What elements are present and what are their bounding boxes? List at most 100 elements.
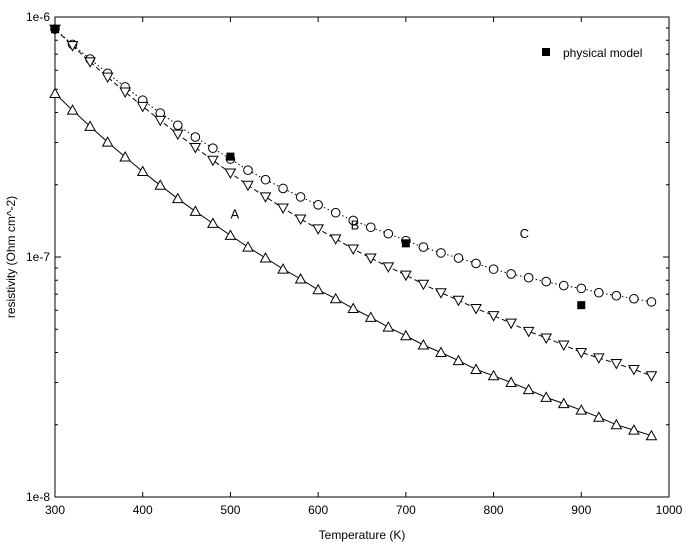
data-point: [594, 287, 604, 298]
data-point: [364, 253, 377, 265]
series-line: [54, 28, 652, 377]
x-tick-label: 1000: [656, 503, 683, 517]
x-tick-label: 500: [220, 503, 240, 517]
data-point: [382, 321, 395, 332]
series-c: [50, 24, 657, 307]
data-point: [66, 41, 79, 52]
data-point: [189, 205, 202, 216]
data-point: [629, 293, 639, 304]
data-point: [224, 229, 237, 240]
data-point: [171, 192, 184, 204]
data-point: [471, 258, 481, 269]
data-point: [312, 224, 324, 235]
y-tick-label: 1e-8: [26, 490, 50, 504]
data-point: [557, 340, 570, 351]
data-point: [383, 228, 394, 239]
x-tick-label: 600: [308, 503, 328, 517]
data-point: [575, 404, 588, 415]
data-point: [417, 338, 430, 350]
curve-label-a: A: [230, 206, 239, 221]
data-point: [541, 276, 552, 287]
data-point: [347, 244, 360, 256]
data-point: [207, 155, 219, 167]
data-point: [84, 57, 96, 68]
data-point: [523, 272, 534, 283]
x-tick-label: 900: [571, 503, 591, 517]
data-point: [277, 263, 289, 274]
data-point: [329, 292, 342, 304]
data-point: [119, 87, 132, 99]
data-point: [329, 234, 342, 245]
data-point: [540, 333, 553, 344]
x-tick-label: 300: [45, 503, 65, 517]
data-point: [522, 383, 535, 395]
data-point: [173, 120, 183, 131]
data-point: [646, 297, 657, 307]
data-point: [470, 304, 482, 315]
data-point: [645, 371, 658, 382]
data-point: [365, 222, 376, 233]
legend-marker-physical-model: [542, 48, 550, 56]
data-point: [576, 283, 587, 294]
data-point: [436, 248, 446, 258]
data-point: [401, 239, 410, 248]
data-point: [260, 174, 271, 185]
data-point: [577, 301, 586, 310]
annotations: A B C: [230, 206, 528, 241]
data-point: [364, 311, 377, 322]
data-point: [136, 101, 149, 113]
data-point: [470, 363, 482, 374]
data-point: [522, 326, 535, 338]
x-axis-title: Temperature (K): [319, 528, 406, 542]
legend-label-physical-model: physical model: [563, 46, 642, 60]
data-point: [610, 418, 623, 430]
x-tick-label: 800: [484, 503, 504, 517]
data-point: [592, 353, 605, 364]
data-point: [628, 424, 640, 435]
data-point: [171, 129, 184, 141]
data-point: [575, 348, 588, 359]
data-point: [119, 150, 132, 162]
data-point: [610, 358, 623, 370]
y-axis-title: resistivity (Ohm cm^-2): [4, 196, 18, 318]
curve-label-b: B: [351, 218, 360, 233]
data-point: [101, 72, 114, 84]
data-point: [330, 207, 341, 218]
x-tick-label: 400: [133, 503, 153, 517]
data-point: [242, 180, 254, 192]
data-point: [278, 183, 288, 194]
data-point: [295, 192, 306, 202]
series-a: [49, 87, 658, 441]
data-point: [505, 318, 517, 330]
data-point: [488, 264, 499, 274]
data-point: [487, 311, 500, 322]
data-point: [558, 280, 569, 291]
data-point: [294, 272, 307, 284]
data-point: [645, 429, 658, 441]
data-point: [101, 136, 114, 147]
data-point: [190, 132, 201, 142]
data-point: [452, 354, 465, 366]
data-point: [208, 143, 218, 154]
data-point: [557, 397, 570, 409]
data-point: [154, 179, 167, 190]
data-point: [540, 391, 553, 402]
data-point: [294, 214, 307, 226]
data-point: [207, 217, 219, 228]
y-tick-label: 1e-6: [26, 10, 50, 24]
data-point: [66, 104, 79, 115]
data-point: [259, 192, 272, 203]
data-point: [226, 152, 235, 161]
data-point: [400, 270, 412, 282]
data-point: [348, 215, 359, 226]
data-point: [487, 369, 500, 381]
data-point: [51, 25, 59, 34]
data-point: [259, 252, 272, 263]
data-point: [628, 364, 640, 376]
data-point: [312, 283, 324, 295]
axis-ticks: 300 400 500 600 700 800 900 1000 1e-8 1e-7 1e-6: [26, 10, 683, 517]
data-point: [452, 295, 465, 307]
data-point: [435, 288, 447, 299]
data-point: [505, 376, 517, 387]
